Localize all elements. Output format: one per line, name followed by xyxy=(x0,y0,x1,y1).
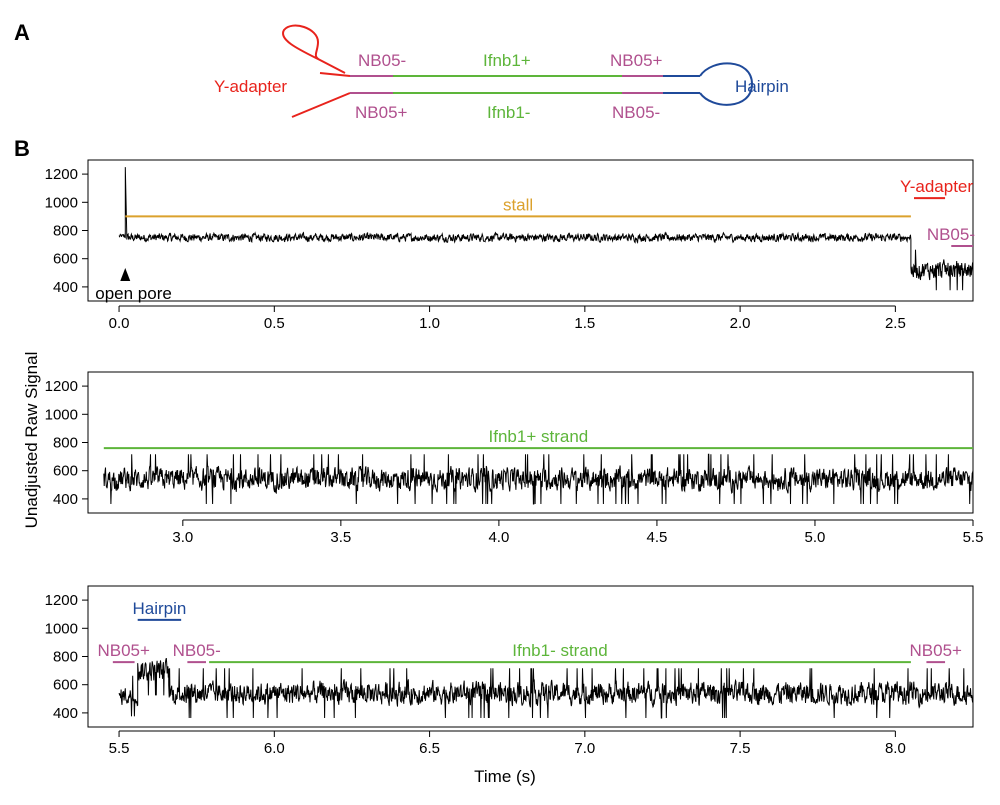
signal-trace xyxy=(103,453,974,505)
x-tick-label: 2.5 xyxy=(885,315,906,332)
annotation-label: Hairpin xyxy=(132,599,186,618)
x-tick-label: 5.5 xyxy=(109,740,130,757)
x-tick-label: 8.0 xyxy=(885,740,906,757)
y-tick-label: 800 xyxy=(53,649,78,666)
y-tick-label: 800 xyxy=(53,223,78,240)
label-ifnb1-minus: Ifnb1- xyxy=(487,103,530,122)
annotation-label: Ifnb1- strand xyxy=(512,641,607,660)
x-tick-label: 4.0 xyxy=(488,529,509,546)
panel-a-schematic: A Y-adapter NB05- Ifnb1+ NB05+ NB05+ Ifn… xyxy=(14,20,789,122)
y-tick-label: 400 xyxy=(53,279,78,296)
y-tick-label: 1000 xyxy=(45,620,78,637)
x-tick-label: 6.0 xyxy=(264,740,285,757)
y-tick-label: 1200 xyxy=(45,378,78,395)
label-bottom-nb05-plus: NB05+ xyxy=(355,103,408,122)
y-tick-label: 600 xyxy=(53,463,78,480)
panel-b-letter: B xyxy=(14,136,30,161)
label-top-nb05-minus: NB05- xyxy=(358,51,406,70)
x-tick-label: 7.0 xyxy=(574,740,595,757)
x-axis-title: Time (s) xyxy=(474,767,536,786)
open-pore-label: open pore xyxy=(95,284,172,303)
plot-frame xyxy=(87,159,974,302)
x-tick-label: 1.0 xyxy=(419,315,440,332)
annotation-label: NB05+ xyxy=(910,641,963,660)
x-tick-label: 0.5 xyxy=(264,315,285,332)
x-tick-label: 3.5 xyxy=(330,529,351,546)
y-adapter-top-arm xyxy=(319,72,351,77)
y-adapter-loop xyxy=(282,24,346,74)
x-tick-label: 0.0 xyxy=(109,315,130,332)
y-tick-label: 400 xyxy=(53,491,78,508)
label-bottom-nb05-minus: NB05- xyxy=(612,103,660,122)
label-ifnb1-plus: Ifnb1+ xyxy=(483,51,531,70)
label-hairpin: Hairpin xyxy=(735,77,789,96)
annotation-label: Ifnb1+ strand xyxy=(489,427,589,446)
annotation-label: Y-adapter xyxy=(900,177,973,196)
y-tick-label: 1200 xyxy=(45,592,78,609)
open-pore-arrow xyxy=(120,268,131,281)
plot-ifnb1-plus: 400 600 800 1000 1200 3.0 3.5 4.0 4.5 5.0 5.5 Ifnb1… xyxy=(45,371,984,546)
label-y-adapter: Y-adapter xyxy=(214,77,287,96)
y-tick-label: 1000 xyxy=(45,406,78,423)
x-tick-label: 7.5 xyxy=(730,740,751,757)
hairpin-loop xyxy=(699,62,754,106)
x-tick-label: 2.0 xyxy=(730,315,751,332)
x-tick-label: 3.0 xyxy=(172,529,193,546)
x-tick-label: 5.0 xyxy=(805,529,826,546)
y-adapter-bottom-arm xyxy=(291,92,351,118)
x-tick-label: 1.5 xyxy=(574,315,595,332)
signal-trace xyxy=(118,167,974,291)
annotation-label: NB05- xyxy=(927,225,975,244)
y-tick-label: 400 xyxy=(53,705,78,722)
signal-trace xyxy=(118,657,974,719)
annotation-label: NB05+ xyxy=(97,641,150,660)
y-tick-label: 800 xyxy=(53,435,78,452)
y-tick-label: 1200 xyxy=(45,166,78,183)
annotation-label: NB05- xyxy=(173,641,221,660)
plot-stall: 400 600 800 1000 1200 0.0 0.5 1.0 1.5 2.0 2.5 stall… xyxy=(45,159,975,332)
y-tick-label: 1000 xyxy=(45,194,78,211)
x-tick-label: 5.5 xyxy=(963,529,984,546)
y-tick-label: 600 xyxy=(53,251,78,268)
x-tick-label: 6.5 xyxy=(419,740,440,757)
y-tick-label: 600 xyxy=(53,677,78,694)
panel-a-letter: A xyxy=(14,20,30,45)
plot-ifnb1-minus: 400 600 800 1000 1200 5.5 6.0 6.5 7.0 7.5 8.0 Hairp… xyxy=(45,585,974,757)
annotation-label: stall xyxy=(503,195,533,214)
label-top-nb05-plus: NB05+ xyxy=(610,51,663,70)
x-tick-label: 4.5 xyxy=(646,529,667,546)
y-axis-title: Unadjusted Raw Signal xyxy=(22,352,41,529)
